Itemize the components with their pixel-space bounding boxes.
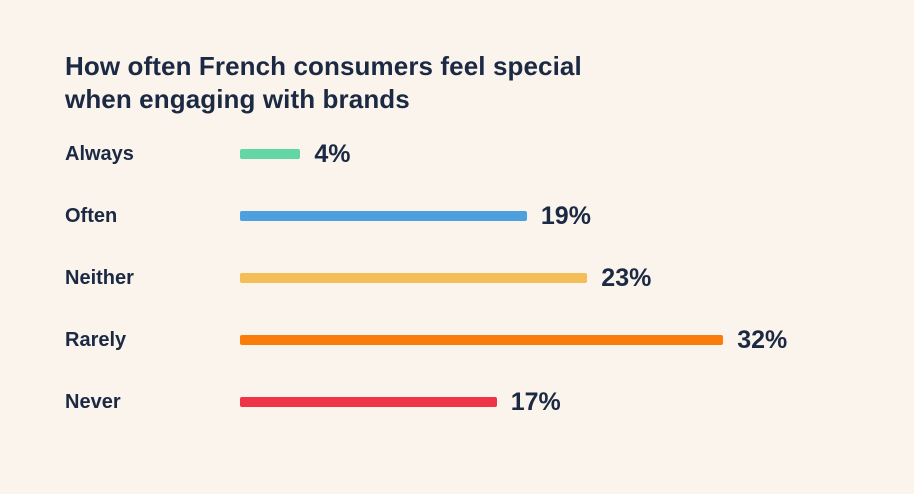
category-label: Often <box>65 204 118 227</box>
bar-row-neither: Neither 23% <box>65 247 894 309</box>
bar-row-never: Never 17% <box>65 371 894 433</box>
chart-title-line-1: How often French consumers feel special <box>65 51 582 81</box>
bar-often <box>240 211 527 221</box>
bar-neither <box>240 273 588 283</box>
chart-title: How often French consumers feel special w… <box>65 50 582 116</box>
value-label: 17% <box>510 387 561 416</box>
value-label: 19% <box>540 201 591 230</box>
value-label: 4% <box>314 139 351 168</box>
bar-row-rarely: Rarely 32% <box>65 309 894 371</box>
category-label: Neither <box>65 266 134 289</box>
bar-chart: Always 4% Often 19% Neither 23% Rarely 3… <box>65 123 894 433</box>
category-label: Never <box>65 390 121 413</box>
chart-title-line-2: when engaging with brands <box>65 84 410 114</box>
bar-row-often: Often 19% <box>65 185 894 247</box>
bar-row-always: Always 4% <box>65 123 894 185</box>
bar-rarely <box>240 335 724 345</box>
bar-always <box>240 149 301 159</box>
category-label: Always <box>65 142 134 165</box>
value-label: 23% <box>601 263 652 292</box>
value-label: 32% <box>737 325 788 354</box>
category-label: Rarely <box>65 328 127 351</box>
bar-never <box>240 397 497 407</box>
